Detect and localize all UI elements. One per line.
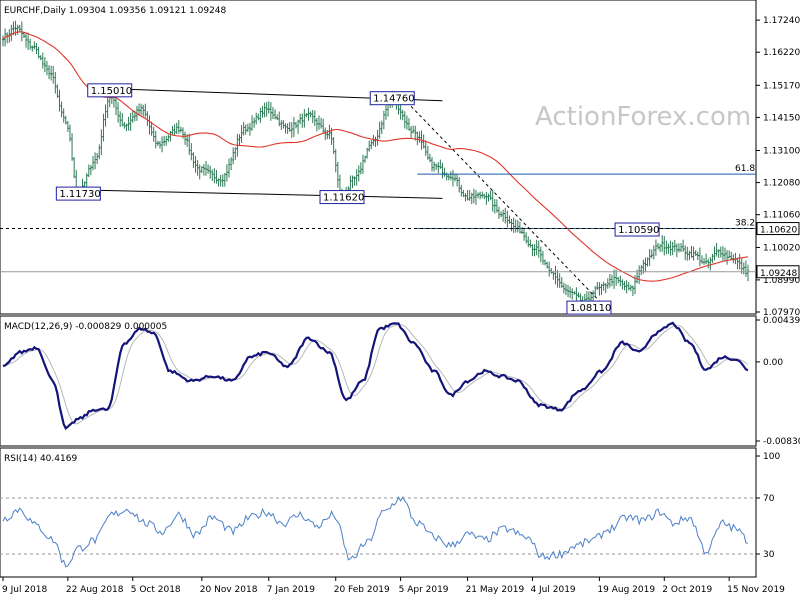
x-tick-label: 9 Jul 2018	[2, 585, 47, 595]
main-y-tick-label: 1.17240	[763, 16, 800, 26]
watermark: ActionForex.com	[535, 102, 751, 132]
rsi-y-tick-label: 100	[763, 452, 780, 462]
x-tick-label: 21 May 2019	[466, 585, 525, 595]
annotation-label: 1.14760	[373, 94, 414, 105]
level-1-1062-label-box	[756, 222, 800, 236]
annotation-box	[369, 91, 415, 106]
x-tick-label: 5 Oct 2018	[131, 585, 181, 595]
macd-header: MACD(12,26,9) -0.000829 0.000005	[4, 322, 167, 332]
main-y-tick-label: 1.13100	[763, 146, 800, 156]
main-y-tick-label: 1.10020	[763, 243, 800, 253]
annotation-box	[566, 300, 612, 315]
current-price-label-box	[756, 265, 800, 279]
macd-y-tick-label: -0.008306	[763, 437, 800, 447]
macd-main-line	[2, 321, 749, 431]
x-tick-label: 2 Oct 2019	[662, 585, 712, 595]
current-price-label: 1.09248	[760, 269, 797, 279]
main-y-tick-label: 1.15170	[763, 81, 800, 91]
annotation-label: 1.11620	[323, 193, 364, 204]
main-y-tick-label: 1.11060	[763, 211, 800, 221]
x-tick-label: 19 Aug 2019	[597, 585, 655, 595]
annotation-box	[614, 222, 660, 237]
rsi-line	[2, 496, 749, 568]
main-y-tick-label: 1.14150	[763, 113, 800, 123]
rsi-panel-frame	[0, 447, 757, 578]
x-tick-label: 4 Jul 2019	[530, 585, 575, 595]
rsi-y-tick-label: 30	[763, 550, 775, 560]
macd-y-tick-label: 0.00	[763, 358, 783, 368]
level-1-1062-label: 1.10620	[760, 226, 797, 236]
annotation-label: 1.15010	[91, 86, 132, 97]
annotation-box	[87, 83, 133, 98]
macd-signal-line	[2, 323, 749, 425]
annotation-box	[55, 186, 101, 201]
x-tick-label: 15 Nov 2019	[727, 585, 785, 595]
annotation-label: 1.08110	[570, 303, 611, 314]
lower-channel-line	[78, 189, 443, 199]
rsi-y-tick-label: 70	[763, 494, 775, 504]
main-y-tick-label: 1.16220	[763, 48, 800, 58]
rsi-header: RSI(14) 40.4169	[4, 454, 77, 464]
x-tick-label: 7 Jan 2019	[267, 585, 315, 595]
x-tick-label: 22 Aug 2018	[66, 585, 124, 595]
fib-38-2-label: 38.2	[735, 219, 755, 229]
main-header: EURCHF,Daily 1.09304 1.09356 1.09121 1.0…	[4, 6, 227, 16]
macd-panel-frame	[0, 315, 757, 447]
annotation-label: 1.10590	[618, 225, 659, 236]
moving-average-line	[2, 31, 749, 282]
annotation-box	[319, 190, 365, 205]
x-tick-label: 20 Nov 2018	[200, 585, 258, 595]
x-tick-label: 5 Apr 2019	[399, 585, 449, 595]
fib-61-8-label: 61.8	[735, 164, 755, 174]
annotation-label: 1.11730	[59, 189, 100, 200]
x-tick-label: 20 Feb 2019	[334, 585, 390, 595]
main-y-tick-label: 1.07970	[763, 308, 800, 318]
main-y-tick-label: 1.12080	[763, 179, 800, 189]
main-panel-frame	[0, 0, 757, 315]
main-y-tick-label: 1.08990	[763, 276, 800, 286]
macd-y-tick-label: 0.004398	[763, 316, 800, 326]
